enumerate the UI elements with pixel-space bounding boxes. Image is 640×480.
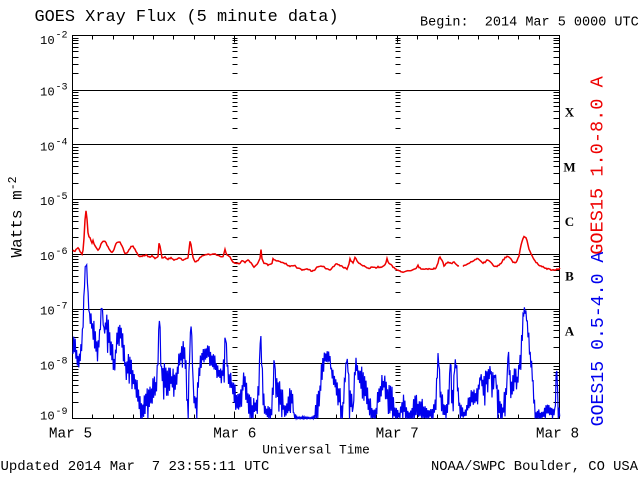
svg-text:-8: -8 [56,357,68,368]
svg-text:10: 10 [40,195,55,209]
svg-text:-6: -6 [56,247,68,258]
svg-text:10: 10 [40,250,55,264]
svg-text:-4: -4 [56,138,68,149]
svg-text:10: 10 [40,305,55,319]
svg-text:-7: -7 [56,302,68,313]
svg-text:10: 10 [40,360,55,374]
svg-text:GOES Xray Flux (5 minute data): GOES Xray Flux (5 minute data) [35,8,339,27]
svg-text:Mar 5: Mar 5 [49,427,92,443]
svg-text:NOAA/SWPC Boulder, CO USA: NOAA/SWPC Boulder, CO USA [431,459,639,475]
svg-text:Universal Time: Universal Time [262,443,370,458]
svg-text:C: C [565,214,574,229]
svg-text:10: 10 [40,410,55,424]
svg-text:-5: -5 [56,192,68,203]
svg-text:Mar 6: Mar 6 [213,427,256,443]
svg-text:Updated 2014 Mar 7 23:55:11 U: Updated 2014 Mar 7 23:55:11 UTC [1,459,270,475]
svg-text:-9: -9 [56,407,68,418]
svg-text:B: B [565,269,574,284]
svg-text:10: 10 [40,141,55,155]
svg-text:Mar 7: Mar 7 [376,427,419,443]
svg-text:Mar 8: Mar 8 [536,427,579,443]
svg-text:10: 10 [40,34,55,48]
svg-text:M: M [563,159,575,174]
svg-text:Watts m-2: Watts m-2 [7,176,27,257]
svg-text:X: X [565,105,575,120]
svg-text:-2: -2 [56,31,68,42]
svg-text:Begin: 2014 Mar 5 0000 UTC: Begin: 2014 Mar 5 0000 UTC [420,16,639,31]
svg-text:GOES15 0.5-4.0 A: GOES15 0.5-4.0 A [589,252,609,427]
svg-text:-3: -3 [56,83,68,94]
svg-text:A: A [565,323,575,338]
svg-text:10: 10 [40,86,55,100]
svg-text:GOES15 1.0-8.0 A: GOES15 1.0-8.0 A [588,75,609,254]
